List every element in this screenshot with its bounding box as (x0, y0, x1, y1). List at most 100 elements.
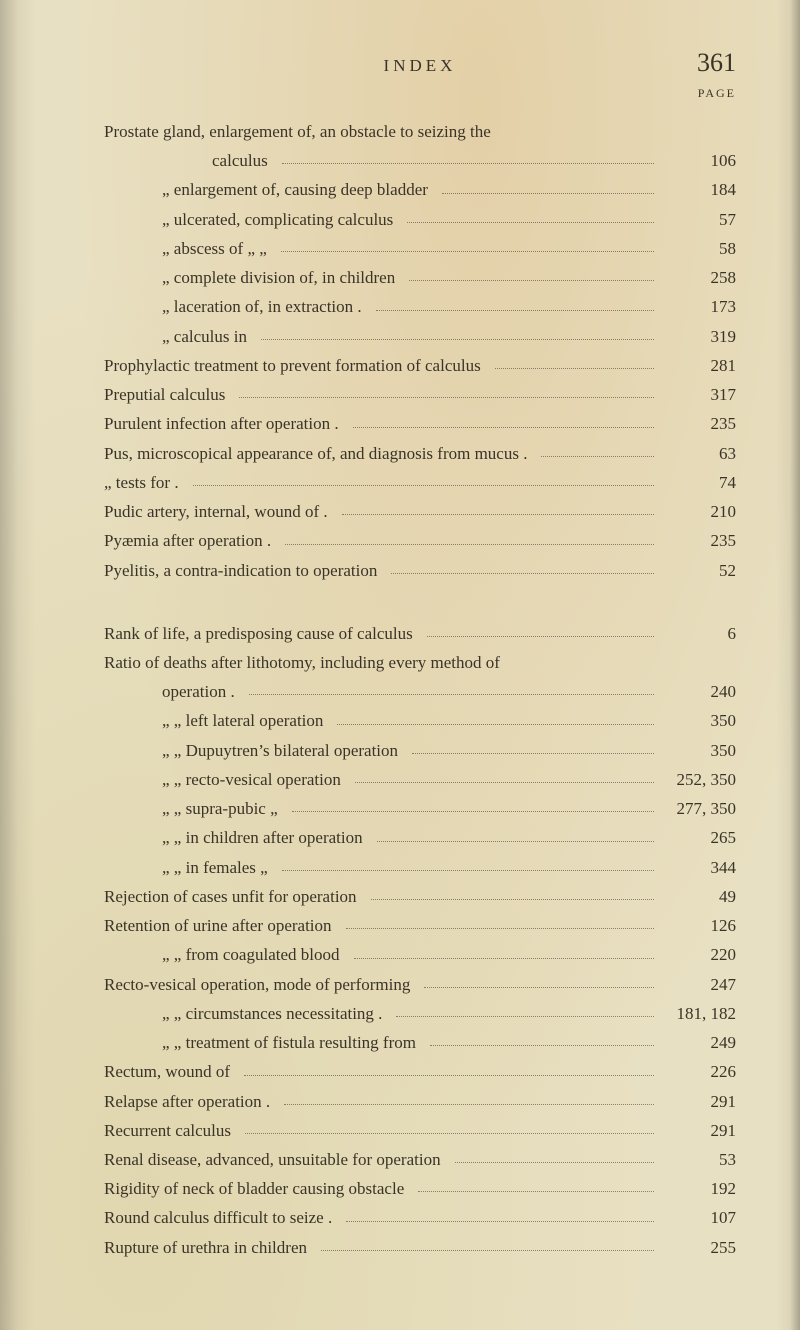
dot-leader (282, 870, 654, 871)
index-entry-text: Rigidity of neck of bladder causing obst… (104, 1174, 404, 1203)
index-entry-page: 181, 182 (664, 999, 736, 1028)
dot-leader (353, 427, 654, 428)
index-entry-page: 249 (664, 1028, 736, 1057)
index-entry-text: Pus, microscopical appearance of, and di… (104, 439, 527, 468)
index-entry-page: 291 (664, 1116, 736, 1145)
index-entry-text: „ „ in females „ (162, 853, 268, 882)
index-entry-text: „ „ in children after operation (162, 823, 363, 852)
index-entry-page: 173 (664, 292, 736, 321)
index-entry-text: Purulent infection after operation . (104, 409, 339, 438)
index-entry-page: 107 (664, 1203, 736, 1232)
index-row: „ „ circumstances necessitating . 181, 18… (104, 999, 736, 1028)
index-entry-page: 319 (664, 322, 736, 351)
dot-leader (418, 1191, 654, 1192)
index-row: Pus, microscopical appearance of, and di… (104, 439, 736, 468)
index-row: Rank of life, a predisposing cause of ca… (104, 619, 736, 648)
index-row: „ laceration of, in extraction . 173 (104, 292, 736, 321)
dot-leader (321, 1250, 654, 1251)
index-row: „ „ in females „ 344 (104, 853, 736, 882)
index-entry-page: 281 (664, 351, 736, 380)
index-entry-page: 74 (664, 468, 736, 497)
index-row: „ „ supra-pubic „277, 350 (104, 794, 736, 823)
index-entry-text: „ tests for . (104, 468, 179, 497)
dot-leader (239, 397, 654, 398)
index-row: Ratio of deaths after lithotomy, includi… (104, 648, 736, 677)
index-entry-text: „ calculus in (162, 322, 247, 351)
index-row: Pyæmia after operation .235 (104, 526, 736, 555)
index-row: „ „ recto-vesical operation252, 350 (104, 765, 736, 794)
index-entry-page: 58 (664, 234, 736, 263)
index-entry-page: 6 (664, 619, 736, 648)
dot-leader (346, 1221, 654, 1222)
index-body: Prostate gland, enlargement of, an obsta… (104, 117, 736, 1262)
index-entry-page: 258 (664, 263, 736, 292)
index-row: „ „ Dupuytren’s bilateral operation350 (104, 736, 736, 765)
dot-leader (455, 1162, 654, 1163)
dot-leader (193, 485, 654, 486)
index-row: Pudic artery, internal, wound of .210 (104, 497, 736, 526)
dot-leader (354, 958, 655, 959)
index-entry-page: 235 (664, 409, 736, 438)
dot-leader (505, 134, 654, 135)
index-entry-text: Preputial calculus (104, 380, 225, 409)
index-row: calculus106 (104, 146, 736, 175)
index-row: „ „ in children after operation265 (104, 823, 736, 852)
index-entry-text: Rupture of urethra in children (104, 1233, 307, 1262)
index-entry-text: Recurrent calculus (104, 1116, 231, 1145)
index-entry-page: 106 (664, 146, 736, 175)
index-entry-page: 220 (664, 940, 736, 969)
index-entry-text: „ „ supra-pubic „ (162, 794, 278, 823)
dot-leader (424, 987, 654, 988)
index-row: „ „ left lateral operation350 (104, 706, 736, 735)
dot-leader (337, 724, 654, 725)
index-row: Prophylactic treatment to prevent format… (104, 351, 736, 380)
index-entry-page: 255 (664, 1233, 736, 1262)
index-row: Prostate gland, enlargement of, an obsta… (104, 117, 736, 146)
index-group: Prostate gland, enlargement of, an obsta… (104, 117, 736, 585)
index-row: „ calculus in 319 (104, 322, 736, 351)
index-entry-page: 344 (664, 853, 736, 882)
index-row: Rectum, wound of226 (104, 1057, 736, 1086)
index-entry-text: Prophylactic treatment to prevent format… (104, 351, 481, 380)
dot-leader (292, 811, 654, 812)
index-entry-text: Rectum, wound of (104, 1057, 230, 1086)
index-entry-text: Renal disease, advanced, unsuitable for … (104, 1145, 441, 1174)
index-row: operation .240 (104, 677, 736, 706)
index-entry-text: „ abscess of „ „ (162, 234, 267, 263)
index-row: Rigidity of neck of bladder causing obst… (104, 1174, 736, 1203)
index-row: Renal disease, advanced, unsuitable for … (104, 1145, 736, 1174)
dot-leader (514, 665, 654, 666)
dot-leader (442, 193, 654, 194)
dot-leader (541, 456, 654, 457)
index-entry-text: Retention of urine after operation (104, 911, 332, 940)
index-row: „ enlargement of, causing deep bladder18… (104, 175, 736, 204)
dot-leader (427, 636, 654, 637)
index-entry-page: 53 (664, 1145, 736, 1174)
index-entry-text: Pyæmia after operation . (104, 526, 271, 555)
index-entry-text: „ „ Dupuytren’s bilateral operation (162, 736, 398, 765)
index-entry-page: 252, 350 (664, 765, 736, 794)
index-entry-text: Recto-vesical operation, mode of perform… (104, 970, 410, 999)
index-row: Preputial calculus317 (104, 380, 736, 409)
index-entry-text: „ „ circumstances necessitating . (162, 999, 382, 1028)
index-row: „ complete division of, in children258 (104, 263, 736, 292)
index-entry-page: 291 (664, 1087, 736, 1116)
index-entry-page: 63 (664, 439, 736, 468)
page-header: INDEX 361 (104, 48, 736, 78)
index-row: „ „ from coagulated blood220 (104, 940, 736, 969)
index-entry-text: „ laceration of, in extraction . (162, 292, 362, 321)
dot-leader (407, 222, 654, 223)
dot-leader (430, 1045, 654, 1046)
dot-leader (377, 841, 654, 842)
dot-leader (245, 1133, 654, 1134)
index-entry-text: „ „ left lateral operation (162, 706, 323, 735)
index-row: „ tests for . 74 (104, 468, 736, 497)
index-row: Recto-vesical operation, mode of perform… (104, 970, 736, 999)
index-row: „ „ treatment of fistula resulting from2… (104, 1028, 736, 1057)
index-entry-page: 52 (664, 556, 736, 585)
index-row: Purulent infection after operation . 235 (104, 409, 736, 438)
index-entry-text: Rejection of cases unfit for operation (104, 882, 357, 911)
index-row: „ abscess of „ „ 58 (104, 234, 736, 263)
column-label: PAGE (104, 86, 736, 101)
dot-leader (282, 163, 654, 164)
